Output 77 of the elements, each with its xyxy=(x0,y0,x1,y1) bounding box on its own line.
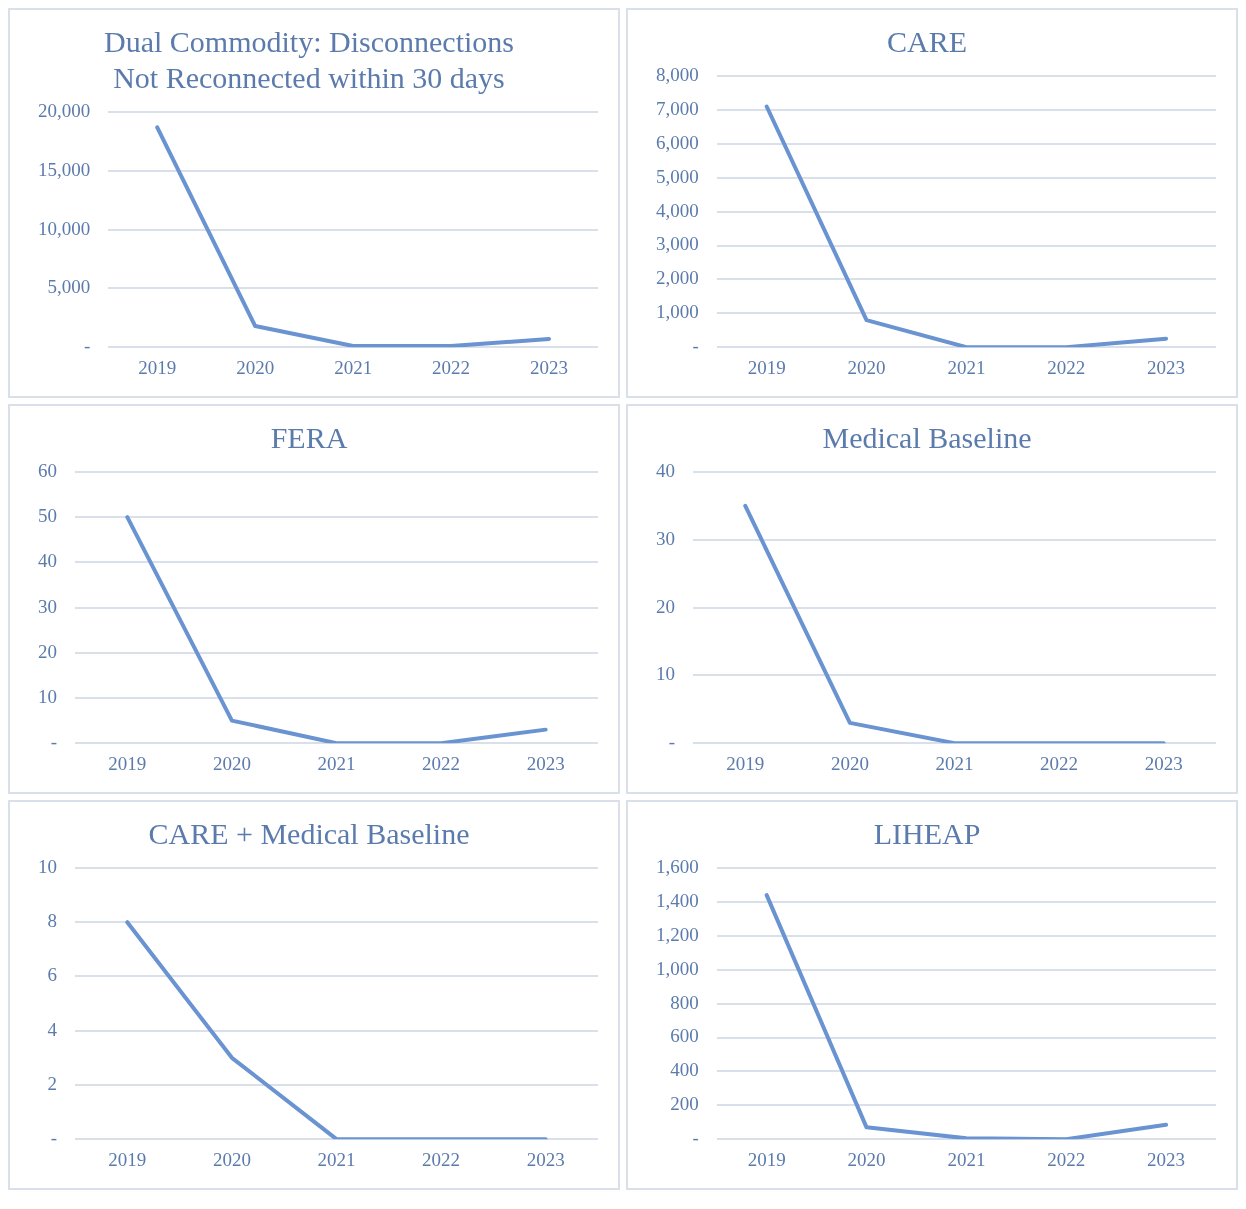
y-tick-label: 2,000 xyxy=(656,267,699,289)
y-tick-label: 60 xyxy=(38,459,57,481)
y-tick-label: - xyxy=(83,335,91,357)
y-tick-label: 20,000 xyxy=(38,99,91,121)
y-tick-label: 200 xyxy=(670,1093,699,1115)
x-tick-label: 2021 xyxy=(317,1148,356,1170)
y-tick-label: 8 xyxy=(47,910,57,932)
x-tick-label: 2022 xyxy=(1047,356,1086,378)
y-tick-label: 1,000 xyxy=(656,301,699,323)
y-tick-label: - xyxy=(692,335,699,357)
x-tick-label: 2021 xyxy=(947,1148,986,1170)
y-tick-label: 5,000 xyxy=(47,276,91,298)
y-tick-label: 1,200 xyxy=(656,923,699,945)
x-tick-label: 2023 xyxy=(530,356,569,378)
chart-title: CARE xyxy=(886,24,968,58)
y-tick-label: 20 xyxy=(656,595,675,617)
x-tick-label: 2019 xyxy=(747,356,786,378)
y-tick-label: - xyxy=(668,731,675,753)
x-tick-label: 2019 xyxy=(726,752,765,774)
x-tick-label: 2019 xyxy=(108,752,147,774)
y-tick-label: 1,400 xyxy=(656,889,699,911)
y-tick-label: 1,600 xyxy=(656,855,699,877)
chart-title: FERA xyxy=(270,420,348,454)
chart-title: Dual Commodity: Disconnections Not Reconnected within 30 days xyxy=(104,24,514,94)
y-tick-label: 1,000 xyxy=(656,957,699,979)
y-tick-label: 4 xyxy=(47,1018,58,1040)
x-tick-label: 2019 xyxy=(138,356,177,378)
y-tick-label: 400 xyxy=(670,1059,699,1081)
y-tick-label: 5,000 xyxy=(656,165,699,187)
x-tick-label: 2022 xyxy=(1047,1148,1086,1170)
y-tick-label: 40 xyxy=(656,459,675,481)
y-tick-label: 10 xyxy=(38,855,57,877)
y-tick-label: 7,000 xyxy=(656,97,699,119)
y-tick-label: 3,000 xyxy=(656,233,699,255)
y-tick-label: 20 xyxy=(38,640,57,662)
y-tick-label: 600 xyxy=(670,1025,699,1047)
y-tick-label: 800 xyxy=(670,991,699,1013)
y-tick-label: 30 xyxy=(656,527,675,549)
x-tick-label: 2023 xyxy=(526,752,565,774)
x-tick-label: 2021 xyxy=(935,752,974,774)
y-tick-label: 10 xyxy=(38,685,57,707)
y-tick-label: 30 xyxy=(38,595,57,617)
x-tick-label: 2021 xyxy=(317,752,356,774)
chart-title: CARE + Medical Baseline xyxy=(148,816,470,850)
x-tick-label: 2022 xyxy=(1040,752,1079,774)
x-tick-label: 2019 xyxy=(108,1148,147,1170)
y-tick-label: - xyxy=(692,1127,699,1149)
x-tick-label: 2021 xyxy=(334,356,373,378)
y-tick-label: - xyxy=(50,731,57,753)
x-tick-label: 2020 xyxy=(847,356,886,378)
y-tick-label: 50 xyxy=(38,505,57,527)
x-tick-label: 2022 xyxy=(422,1148,461,1170)
y-tick-label: 8,000 xyxy=(656,63,699,85)
x-tick-label: 2020 xyxy=(830,752,869,774)
y-tick-label: 40 xyxy=(38,550,57,572)
x-tick-label: 2023 xyxy=(526,1148,565,1170)
y-tick-label: 6 xyxy=(47,964,57,986)
chart-title: Medical Baseline xyxy=(822,420,1032,454)
y-tick-label: - xyxy=(50,1127,57,1149)
y-tick-label: 2 xyxy=(47,1072,57,1094)
x-tick-label: 2020 xyxy=(212,752,251,774)
x-tick-label: 2022 xyxy=(422,752,461,774)
y-tick-label: 15,000 xyxy=(38,158,91,180)
y-tick-label: 4,000 xyxy=(656,199,699,221)
x-tick-label: 2023 xyxy=(1147,356,1186,378)
y-tick-label: 6,000 xyxy=(656,131,699,153)
x-tick-label: 2023 xyxy=(1147,1148,1186,1170)
x-tick-label: 2022 xyxy=(432,356,471,378)
y-tick-label: 10 xyxy=(656,663,675,685)
x-tick-label: 2020 xyxy=(847,1148,886,1170)
y-tick-label: 10,000 xyxy=(38,217,91,239)
x-tick-label: 2023 xyxy=(1144,752,1183,774)
x-tick-label: 2019 xyxy=(747,1148,786,1170)
x-tick-label: 2020 xyxy=(236,356,275,378)
x-tick-label: 2020 xyxy=(212,1148,251,1170)
x-tick-label: 2021 xyxy=(947,356,986,378)
chart-title: LIHEAP xyxy=(873,816,981,850)
